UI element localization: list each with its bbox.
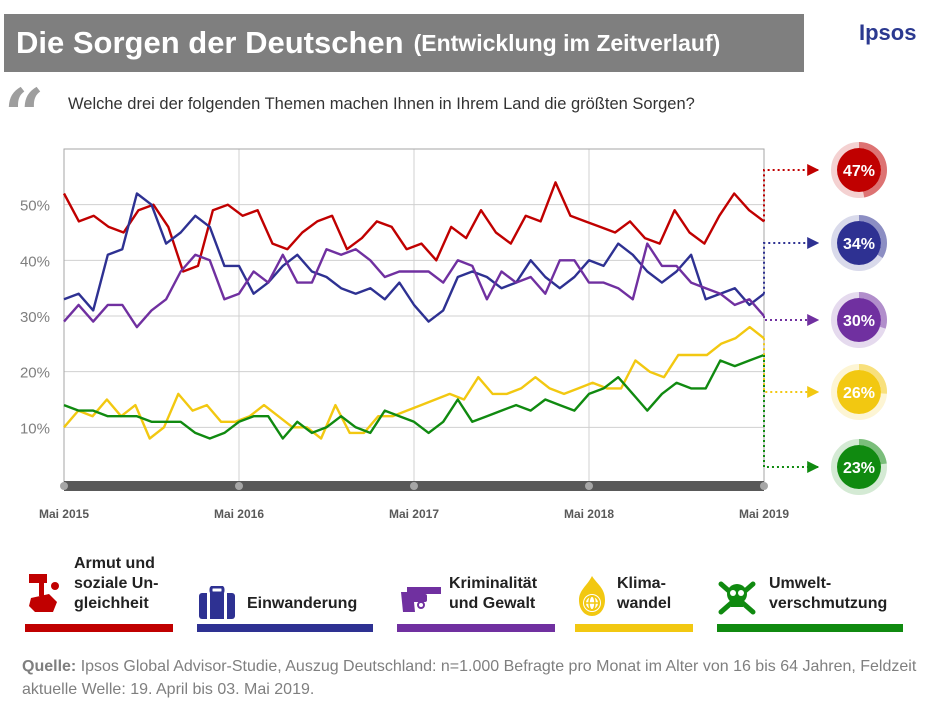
page-title: Die Sorgen der Deutschen [16, 25, 404, 60]
badge-klima [837, 370, 881, 414]
legend-bar-kriminalitaet [397, 624, 555, 632]
suitcase-icon [197, 585, 237, 625]
x-tick-dot [585, 482, 593, 490]
legend-bar-armut [25, 624, 173, 632]
legend-label-klima: Klima- wandel [617, 575, 672, 612]
source-label: Quelle: [22, 658, 77, 675]
end-markers: 47% 34% 30% 26% 23% [763, 142, 887, 495]
legend-item-armut: Armut und soziale Un- gleichheit [25, 550, 173, 632]
badge-ring-klima [831, 364, 887, 420]
badge-arc-kriminalitaet [858, 292, 887, 329]
badge-ring-kriminalitaet [831, 292, 887, 348]
revolver-icon [397, 584, 443, 619]
badge-ring-einwanderung [831, 215, 887, 271]
x-axis: Mai 2015 Mai 2016 Mai 2017 Mai 2018 Mai 2019 [39, 482, 789, 521]
legend-item-umwelt: Umwelt- verschmutzung [717, 550, 903, 632]
x-tick-dot [760, 482, 768, 490]
series-line-umwelt [63, 353, 765, 440]
x-tick-label: Mai 2015 [39, 507, 89, 521]
legend-bar-klima [575, 624, 693, 632]
end-arrow-umwelt [763, 354, 820, 473]
series-line-einwanderung [63, 192, 765, 323]
x-tick-label: Mai 2017 [389, 507, 439, 521]
legend-bar-umwelt [717, 624, 903, 632]
badge-armut [837, 148, 881, 192]
badge-value-klima: 26% [843, 385, 875, 402]
badge-umwelt [837, 445, 881, 489]
end-arrow-einwanderung [763, 237, 820, 294]
y-tick-label: 50% [20, 198, 50, 215]
badge-arc-umwelt [858, 439, 887, 465]
ipsos-logo: Ipsos [859, 20, 917, 45]
y-tick-label: 30% [20, 309, 50, 326]
badge-ring-umwelt [831, 439, 887, 495]
y-tick-label: 10% [20, 420, 50, 437]
badge-einwanderung [837, 221, 881, 265]
burning-globe-icon [575, 576, 609, 623]
badge-value-umwelt: 23% [843, 460, 875, 477]
badge-arc-armut [858, 142, 887, 198]
legend-label-einwanderung: Einwanderung [247, 595, 358, 612]
legend-bar-einwanderung [197, 624, 373, 632]
end-arrow-kriminalitaet [763, 314, 820, 326]
y-tick-label: 40% [20, 253, 50, 270]
y-axis: 10% 20% 30% 40% 50% [20, 198, 50, 438]
line-chart: 10% 20% 30% 40% 50% Mai 2015 Mai 2016 Mai 2017… [20, 142, 887, 521]
end-arrow-armut [763, 164, 820, 222]
title-bar: Die Sorgen der Deutschen (Entwicklung im… [4, 14, 804, 72]
quote-icon: “ [4, 73, 45, 156]
source-note: Quelle: Ipsos Global Advisor-Studie, Aus… [22, 655, 922, 701]
x-tick-label: Mai 2018 [564, 507, 614, 521]
badge-kriminalitaet [837, 298, 881, 342]
x-tick-dot [60, 482, 68, 490]
legend-label-kriminalitaet: Kriminalität und Gewalt [449, 575, 538, 612]
end-arrow-klima [763, 338, 820, 398]
source-text: Ipsos Global Advisor-Studie, Auszug Deut… [22, 658, 917, 698]
x-tick-label: Mai 2019 [739, 507, 789, 521]
series-lines [62, 181, 765, 440]
legend-label-umwelt: Umwelt- verschmutzung [769, 575, 888, 612]
x-tick-dot [410, 482, 418, 490]
legend-item-einwanderung: Einwanderung [197, 550, 373, 632]
badge-arc-klima [858, 364, 887, 394]
x-tick-label: Mai 2016 [214, 507, 264, 521]
skull-crossbones-icon [717, 578, 757, 623]
legend-item-klima: Klima- wandel [575, 550, 693, 632]
series-line-armut [62, 181, 765, 273]
legend-label-armut: Armut und soziale Un- gleichheit [74, 555, 159, 612]
x-tick-dot [235, 482, 243, 490]
page-subtitle: (Entwicklung im Zeitverlauf) [413, 29, 721, 56]
legend-item-kriminalitaet: Kriminalität und Gewalt [397, 550, 555, 632]
badge-arc-einwanderung [858, 215, 887, 259]
series-line-klima [63, 325, 765, 440]
y-tick-label: 20% [20, 365, 50, 382]
badge-value-armut: 47% [843, 163, 875, 180]
badge-value-kriminalitaet: 30% [843, 313, 875, 330]
series-line-kriminalitaet [63, 242, 765, 329]
badge-value-einwanderung: 34% [843, 236, 875, 253]
hammer-fist-icon [25, 572, 65, 619]
badge-ring-armut [831, 142, 887, 198]
survey-question: Welche drei der folgenden Themen machen … [68, 95, 695, 113]
chart-grid [64, 149, 764, 483]
